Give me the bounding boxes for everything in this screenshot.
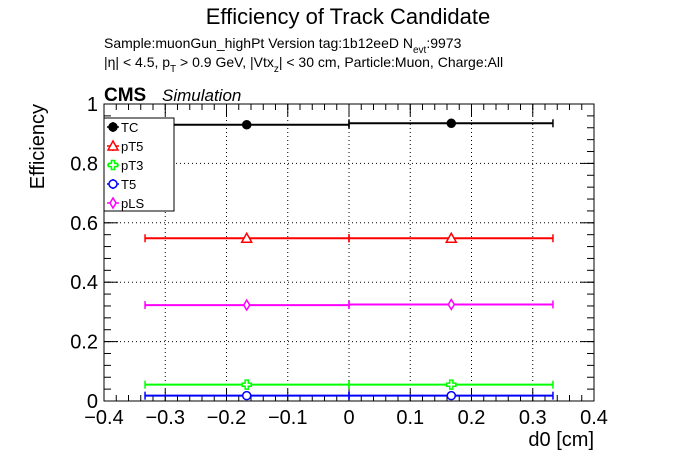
legend: TC pT5 pT3 T5 pLS <box>103 117 175 212</box>
simulation-label: Simulation <box>162 86 241 105</box>
cuts-eta: |η| < 4.5, p <box>104 54 170 70</box>
x-tick-label: 0.1 <box>396 407 424 429</box>
series-pT3 <box>144 379 554 390</box>
legend-marker <box>107 159 119 171</box>
series-TC <box>144 118 554 130</box>
legend-label: pLS <box>121 196 144 211</box>
y-tick-label: 0.4 <box>70 272 98 294</box>
x-tick-label: −0.4 <box>84 407 123 429</box>
legend-marker <box>108 122 118 132</box>
legend-label: pT3 <box>121 158 143 173</box>
cuts-pt: > 0.9 GeV, |Vtx <box>176 54 274 70</box>
x-tick-label: −0.3 <box>146 407 185 429</box>
data-point <box>240 231 253 243</box>
grid-lines <box>104 104 594 401</box>
y-tick-labels: 0 0.2 0.4 0.6 0.8 1 <box>70 94 98 413</box>
data-series <box>144 118 554 401</box>
chart-title: Efficiency of Track Candidate <box>206 4 491 29</box>
x-tick-labels: −0.4 −0.3 −0.2 −0.1 0 0.1 0.2 0.3 0.4 <box>84 407 608 429</box>
y-axis-label: Efficiency <box>27 104 49 189</box>
sample-line: Sample:muonGun_highPt Version tag:1b12ee… <box>104 35 462 56</box>
y-tick-label: 1 <box>87 94 98 116</box>
sample-text: Sample:muonGun_highPt Version tag:1b12ee… <box>104 35 413 51</box>
series-T5 <box>144 390 554 401</box>
cms-label: CMS <box>104 85 146 106</box>
y-tick-label: 0.8 <box>70 153 98 175</box>
data-point <box>241 390 252 401</box>
data-point <box>241 379 252 390</box>
y-tick-label: 0.2 <box>70 332 98 354</box>
series-pT5 <box>144 231 554 243</box>
x-tick-label: −0.1 <box>268 407 307 429</box>
data-point <box>445 231 458 243</box>
y-tick-label: 0.6 <box>70 213 98 235</box>
cuts-line: |η| < 4.5, pT > 0.9 GeV, |Vtxz| < 30 cm,… <box>104 54 503 75</box>
legend-label: T5 <box>121 177 136 192</box>
cuts-rest: | < 30 cm, Particle:Muon, Charge:All <box>279 54 503 70</box>
data-point <box>242 298 251 312</box>
x-tick-label: 0.4 <box>580 407 608 429</box>
legend-label: pT5 <box>121 139 143 154</box>
data-point <box>446 118 457 129</box>
x-axis-label: d0 [cm] <box>528 429 594 451</box>
data-point <box>241 120 252 130</box>
legend-label: TC <box>121 120 138 135</box>
legend-marker <box>106 139 120 151</box>
x-tick-label: 0.2 <box>458 407 486 429</box>
legend-marker <box>109 196 117 210</box>
data-point <box>446 379 457 390</box>
vtx-subscript: z <box>274 64 279 75</box>
data-point <box>446 390 457 401</box>
x-tick-label: 0 <box>343 407 354 429</box>
x-tick-label: −0.2 <box>207 407 246 429</box>
nevt-subscript: evt <box>413 45 427 56</box>
y-tick-label: 0 <box>87 391 98 413</box>
x-tick-label: 0.3 <box>519 407 547 429</box>
pt-subscript: T <box>170 64 176 75</box>
axis-ticks <box>103 103 595 402</box>
data-point <box>447 298 456 311</box>
nevt-value: :9973 <box>426 35 461 51</box>
series-pLS <box>144 298 554 312</box>
legend-marker <box>108 179 118 189</box>
